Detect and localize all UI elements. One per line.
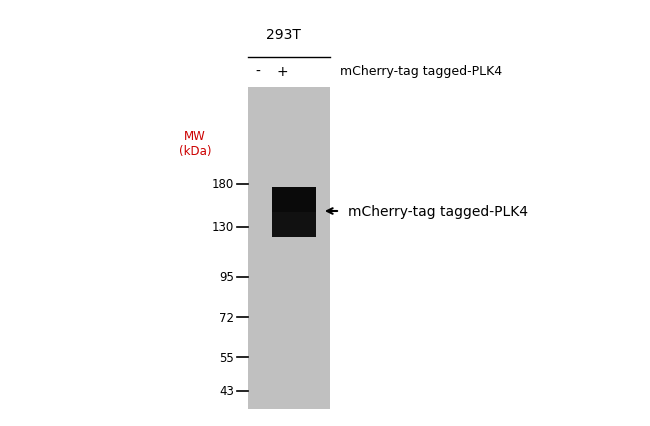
Text: 293T: 293T — [266, 28, 300, 42]
Text: 95: 95 — [219, 271, 234, 284]
Text: mCherry-tag tagged-PLK4: mCherry-tag tagged-PLK4 — [340, 65, 502, 78]
Bar — [272, 187, 316, 237]
Bar — [248, 88, 330, 409]
Text: +: + — [276, 65, 288, 79]
Text: 72: 72 — [219, 311, 234, 324]
Text: mCherry-tag tagged-PLK4: mCherry-tag tagged-PLK4 — [348, 204, 528, 219]
Text: -: - — [255, 65, 261, 79]
Text: MW
(kDa): MW (kDa) — [179, 130, 211, 158]
Text: 180: 180 — [211, 178, 234, 191]
Text: 55: 55 — [219, 351, 234, 364]
Text: 43: 43 — [219, 385, 234, 397]
Text: 130: 130 — [211, 221, 234, 234]
Bar — [272, 187, 316, 213]
